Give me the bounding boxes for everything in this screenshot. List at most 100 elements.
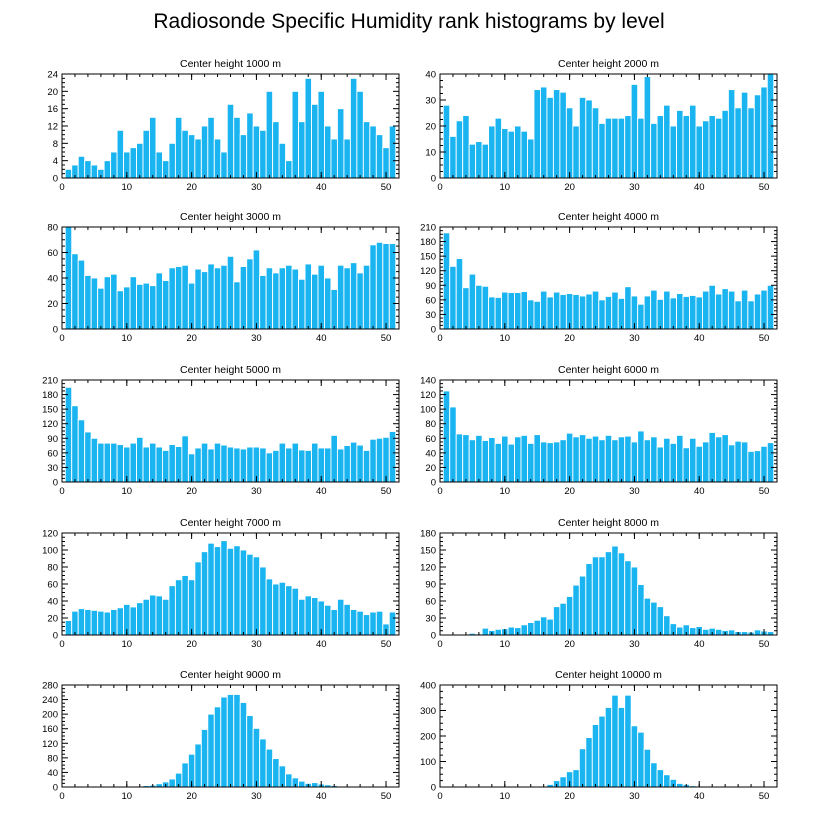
histogram-bar (136, 602, 144, 636)
y-tick-label: 40 (425, 448, 436, 459)
histogram-bar (246, 112, 254, 179)
x-tick-label: 30 (629, 791, 640, 802)
histogram-bar (734, 440, 742, 483)
histogram-bar (123, 286, 131, 330)
y-tick-label: 160 (42, 724, 58, 735)
histogram-bar (501, 128, 509, 179)
histogram-bar (481, 440, 490, 483)
histogram-bar (611, 291, 619, 330)
histogram-bar (669, 442, 677, 483)
histogram-bar (565, 432, 574, 483)
histogram-bar (291, 268, 299, 330)
histogram-bar (643, 295, 652, 330)
histogram-bar (207, 542, 215, 636)
histogram-bar (617, 552, 626, 636)
y-tick-label: 40 (425, 70, 436, 81)
histogram-bar (481, 285, 490, 330)
histogram-bar (611, 117, 619, 179)
histogram-bar (220, 264, 228, 330)
histogram-bar (71, 405, 79, 483)
histogram-bar (162, 449, 170, 483)
histogram-bar (533, 89, 541, 179)
y-tick-label: 80 (47, 563, 58, 574)
histogram-bar (488, 296, 496, 330)
histogram-bar (77, 259, 86, 330)
y-tick-label: 30 (425, 96, 436, 107)
histogram-bar (278, 142, 287, 179)
histogram-bar (598, 299, 606, 330)
histogram-bar (298, 449, 306, 483)
x-tick-label: 40 (694, 182, 705, 193)
x-tick-label: 10 (500, 791, 511, 802)
histogram-bar (714, 628, 723, 636)
histogram-bar (181, 435, 189, 483)
x-tick-label: 0 (59, 333, 64, 344)
histogram-bar (630, 725, 639, 788)
histogram-bar (591, 724, 600, 788)
histogram-bar (455, 433, 464, 483)
y-tick-label: 24 (47, 70, 58, 81)
histogram-bar (246, 258, 254, 330)
histogram-bar (702, 628, 710, 636)
histogram-bar (624, 560, 632, 636)
histogram-bar (265, 90, 274, 179)
histogram-bar (200, 728, 209, 788)
histogram-bar (71, 253, 79, 330)
histogram-bar (591, 435, 600, 483)
histogram-bar (533, 434, 541, 483)
panel-title: Center height 10000 m (555, 669, 662, 681)
histogram-bar (475, 284, 483, 330)
histogram-bar (702, 120, 710, 179)
histogram-bar (239, 702, 248, 788)
histogram-bar (617, 297, 626, 330)
histogram-bar (494, 628, 503, 636)
histogram-bar (181, 575, 189, 636)
histogram-bar (207, 713, 215, 788)
panel-title: Center height 1000 m (180, 58, 281, 70)
histogram-bar (624, 435, 632, 483)
histogram-bar (559, 91, 567, 179)
histogram-bar (77, 155, 86, 179)
y-tick-label: 20 (425, 463, 436, 474)
histogram-bar (187, 282, 196, 330)
histogram-bar (142, 446, 150, 483)
x-tick-label: 50 (759, 791, 770, 802)
histogram-bar (239, 266, 248, 330)
histogram-bar (494, 117, 503, 179)
x-tick-label: 40 (316, 791, 327, 802)
histogram-bar (349, 77, 358, 179)
y-tick-label: 280 (42, 681, 58, 692)
y-tick-label: 20 (47, 299, 58, 310)
panel-title: Center height 5000 m (180, 364, 281, 376)
histogram-bar (468, 273, 477, 330)
panel-3: Center height 3000 m 0 10 20 30 40 50 0 20 40 60 80 (47, 211, 400, 344)
y-tick-label: 120 (42, 529, 58, 540)
histogram-bar (650, 289, 658, 330)
histogram-bar (520, 291, 528, 330)
x-tick-label: 30 (251, 639, 262, 650)
histogram-bar (213, 706, 222, 788)
histogram-bar (90, 609, 99, 636)
y-tick-label: 20 (425, 122, 436, 133)
histogram-bar (336, 264, 345, 330)
histogram-bar (233, 447, 241, 483)
histogram-bar (449, 406, 457, 483)
y-tick-label: 40 (47, 274, 58, 285)
histogram-bar (388, 125, 397, 179)
histogram-bar (103, 611, 112, 636)
histogram-bar (669, 297, 677, 330)
histogram-bar (475, 141, 483, 179)
y-tick-label: 210 (42, 376, 58, 387)
histogram-bar (278, 267, 287, 330)
histogram-bar (233, 694, 241, 788)
histogram-bar (656, 115, 665, 179)
histogram-bar (220, 540, 228, 636)
histogram-bar (142, 129, 150, 179)
x-tick-label: 40 (316, 333, 327, 344)
histogram-bar (77, 419, 86, 483)
histogram-bar (591, 290, 600, 330)
histogram-bar (84, 431, 92, 483)
y-tick-label: 60 (425, 434, 436, 445)
x-tick-label: 0 (59, 182, 64, 193)
histogram-bar (578, 295, 587, 330)
